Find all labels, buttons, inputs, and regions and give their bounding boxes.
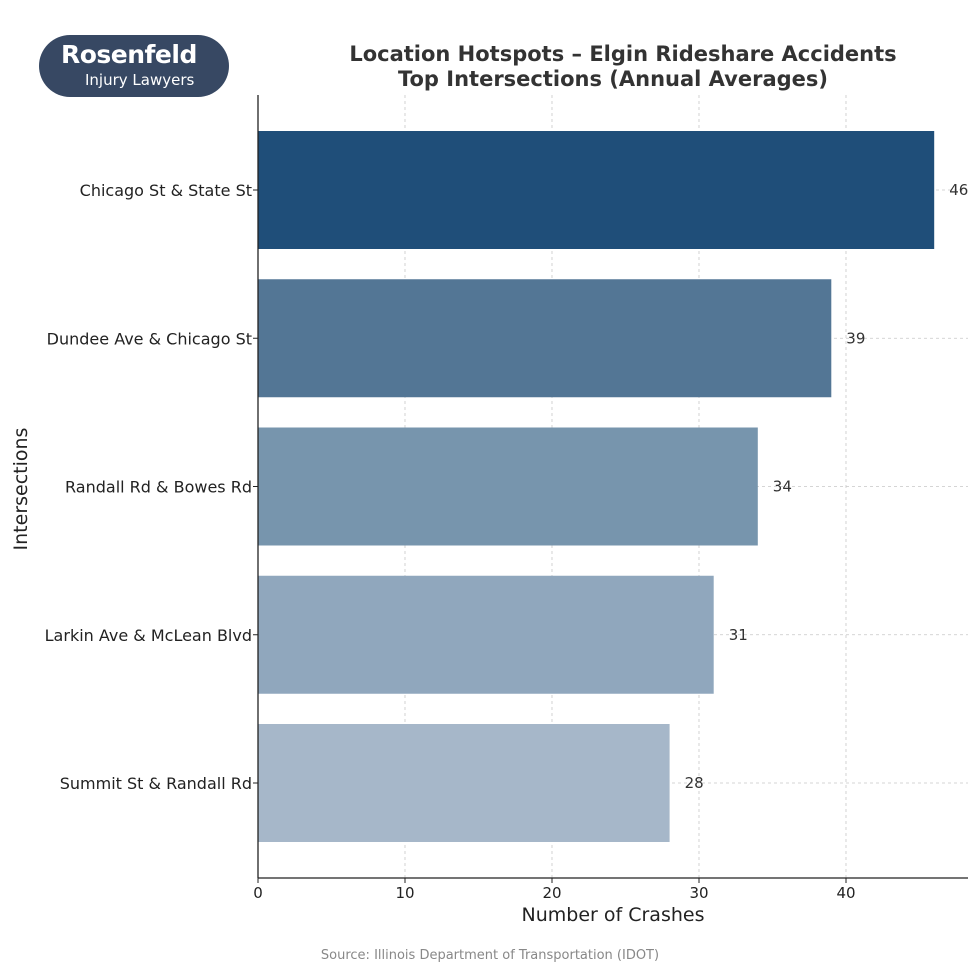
category-label: Chicago St & State St <box>80 181 252 200</box>
logo-subtitle: Injury Lawyers <box>85 71 195 89</box>
category-label: Summit St & Randall Rd <box>60 774 252 793</box>
value-label: 46 <box>949 181 968 199</box>
value-label: 39 <box>846 329 865 347</box>
y-axis-title: Intersections <box>10 428 32 551</box>
bar <box>258 427 758 546</box>
bar <box>258 724 670 842</box>
value-label: 31 <box>729 626 748 644</box>
value-label: 34 <box>773 478 792 496</box>
x-tick-label: 20 <box>542 884 561 902</box>
bar <box>258 279 832 398</box>
x-tick-label: 30 <box>689 884 708 902</box>
bar <box>258 575 714 694</box>
category-label: Dundee Ave & Chicago St <box>47 329 252 348</box>
category-label: Randall Rd & Bowes Rd <box>65 478 252 497</box>
rosenfeld-logo: Rosenfeld Injury Lawyers <box>39 35 229 97</box>
x-tick-label: 10 <box>395 884 414 902</box>
value-label: 28 <box>685 774 704 792</box>
bars <box>258 131 935 842</box>
source-note: Source: Illinois Department of Transport… <box>321 948 659 963</box>
chart-subtitle: Top Intersections (Annual Averages) <box>398 67 828 91</box>
chart-title: Location Hotspots – Elgin Rideshare Acci… <box>349 42 896 66</box>
x-axis-title: Number of Crashes <box>522 904 705 926</box>
labels: 0 10 20 30 40 Chicago St & State St 46 Dundee A… <box>45 181 969 902</box>
x-tick-label: 40 <box>836 884 855 902</box>
bar <box>258 131 935 249</box>
x-tick-label: 0 <box>253 884 263 902</box>
category-label: Larkin Ave & McLean Blvd <box>45 626 252 645</box>
logo-brand: Rosenfeld <box>61 40 197 69</box>
